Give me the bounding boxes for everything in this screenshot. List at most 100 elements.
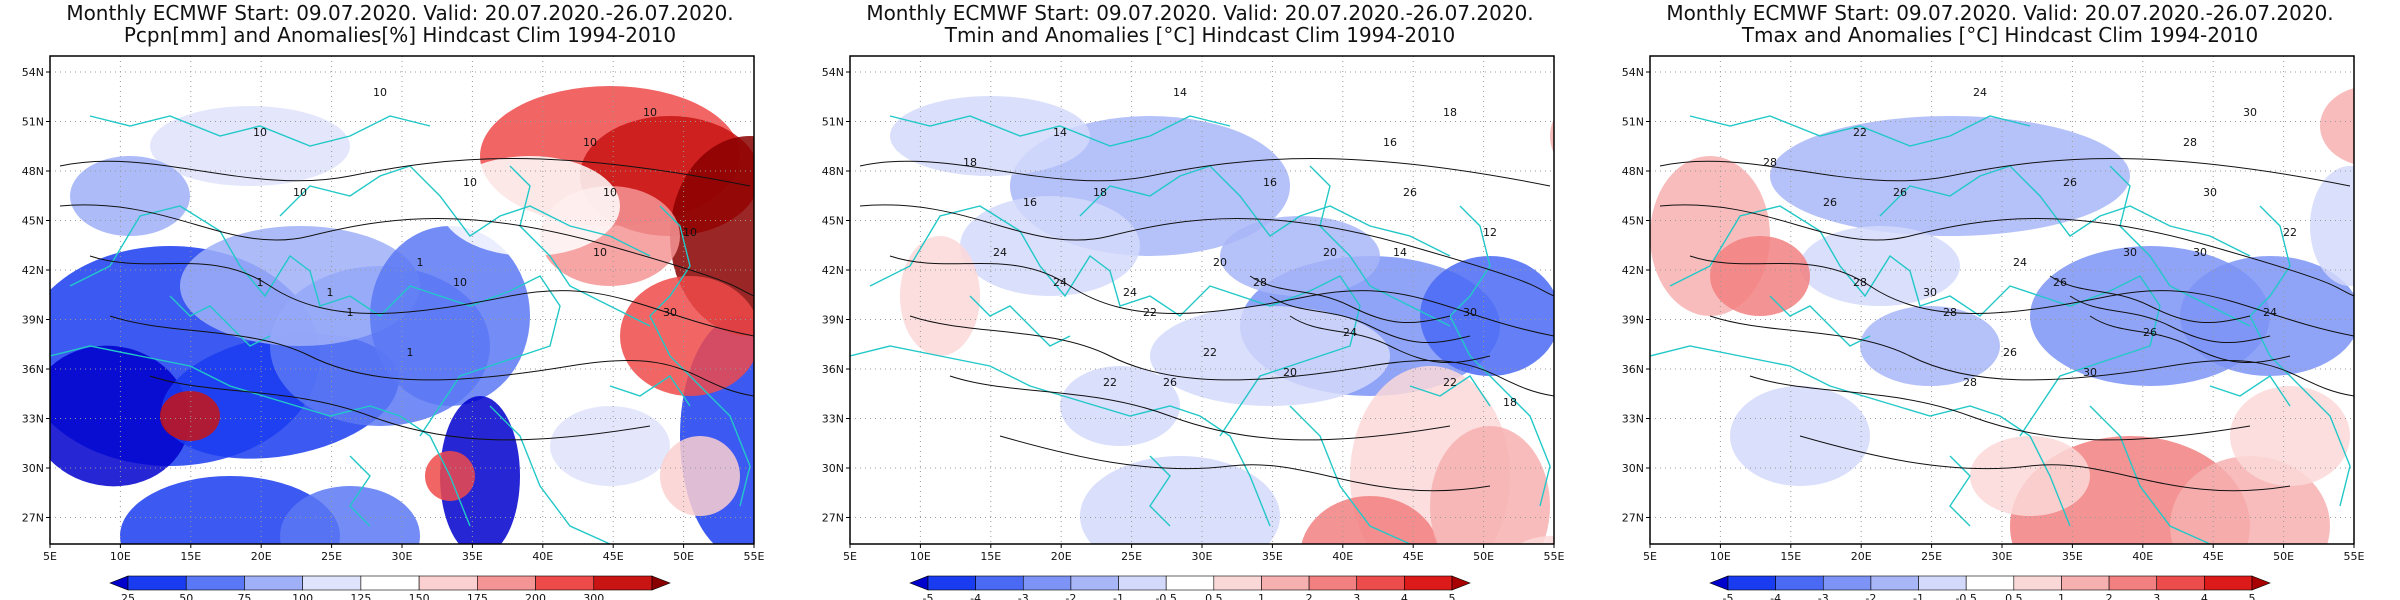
- contour-label: 18: [963, 156, 977, 169]
- contour-line: [59, 158, 751, 187]
- contour-label: 30: [2203, 186, 2217, 199]
- contour-label: 26: [2003, 346, 2017, 359]
- coastline: [869, 205, 1361, 437]
- colorbar-label: 5: [1449, 592, 1456, 600]
- lat-label: 42N: [822, 264, 844, 277]
- colorbar-segment: [2156, 575, 2205, 591]
- contour-label: 10: [253, 126, 267, 139]
- colorbar-label: 3: [1353, 592, 1360, 600]
- anomaly-patch: [2230, 386, 2350, 486]
- lat-label: 36N: [22, 363, 44, 376]
- contour-label: 10: [463, 176, 477, 189]
- lon-label: 45E: [2203, 550, 2224, 563]
- contour-line: [1709, 315, 2354, 397]
- colorbar-label: -1: [1913, 592, 1924, 600]
- contour-label: 30: [2123, 246, 2137, 259]
- map-field: 14 14 16 16 18 18 20 22 24 22 24 26 28 30 12 14 16 18 20 24…: [850, 56, 1554, 544]
- anomaly-patch: [1490, 96, 1554, 216]
- coastline: [1689, 115, 2031, 147]
- contour-label: 20: [1283, 366, 1297, 379]
- lon-label: 5E: [843, 550, 857, 563]
- contour-label: 10: [603, 186, 617, 199]
- lon-label: 40E: [2132, 550, 2153, 563]
- lat-label: 30N: [1622, 462, 1644, 475]
- colorbar-label: 4: [1401, 592, 1408, 600]
- lat-label: 54N: [1622, 66, 1644, 79]
- contour-label: 28: [1943, 306, 1957, 319]
- colorbar-label: 3: [2153, 592, 2160, 600]
- lon-label: 25E: [1921, 550, 1942, 563]
- contour-line: [109, 315, 754, 397]
- coastline: [169, 295, 271, 347]
- contour-label: 22: [1203, 346, 1217, 359]
- contour-line: [1289, 315, 1491, 363]
- contour-label: 28: [2183, 136, 2197, 149]
- lon-label: 15E: [1780, 550, 1801, 563]
- anomaly-patch: [50, 345, 190, 487]
- coastline: [89, 115, 431, 147]
- contours: 14 14 16 16 18 18 20 22 24 22 24 26 28 30 12 14 16 18 20 24…: [859, 86, 1554, 492]
- panel-title-line1: Monthly ECMWF Start: 09.07.2020. Valid: …: [866, 1, 1534, 25]
- coastline: [279, 165, 651, 257]
- anomaly-patch: [180, 226, 420, 346]
- panel-tmin: Monthly ECMWF Start: 09.07.2020. Valid: …: [800, 0, 1600, 600]
- contour-label: 26: [2063, 176, 2077, 189]
- contour-label: 30: [1463, 306, 1477, 319]
- lon-label: 35E: [462, 550, 483, 563]
- colorbar-label: -3: [1818, 592, 1829, 600]
- anomaly-patch: [160, 391, 220, 441]
- lat-label: 39N: [822, 314, 844, 327]
- anomaly-patch: [1520, 536, 1554, 544]
- colorbar-segment: [1918, 575, 1967, 591]
- contour-line: [2049, 275, 2251, 323]
- colorbar-label: 75: [237, 592, 251, 600]
- anomaly-patch: [1420, 256, 1554, 376]
- lon-label: 45E: [1403, 550, 1424, 563]
- coastline: [2249, 205, 2351, 507]
- lon-label: 10E: [1710, 550, 1731, 563]
- colorbar: -5 -4 -3 -2 -1 -0.5 0.5 1 2 3 4 5: [909, 575, 1471, 600]
- coastline: [1289, 405, 1411, 544]
- colorbar-label: 25: [121, 592, 135, 600]
- precipitation-anomaly-map: 10101010101011111101030101054N51N48N45N4…: [22, 55, 765, 600]
- colorbar-label: 300: [583, 592, 604, 600]
- lon-label: 55E: [1544, 550, 1565, 563]
- lon-label: 40E: [532, 550, 553, 563]
- coastline: [1449, 205, 1551, 507]
- lon-label: 50E: [1473, 550, 1494, 563]
- colorbar-label: -3: [1018, 592, 1029, 600]
- tmin-anomaly-map: 1414161618182022242224262830121416182024…: [822, 55, 1565, 600]
- colorbar-label: 4: [2201, 592, 2208, 600]
- lon-label: 30E: [392, 550, 413, 563]
- colorbar-label: 200: [525, 592, 546, 600]
- contour-label: 22: [1143, 306, 1157, 319]
- contour-label: 30: [2193, 246, 2207, 259]
- colorbar-segment: [127, 575, 187, 591]
- contour-label: 1: [347, 306, 354, 319]
- anomaly-patch: [1301, 496, 1439, 544]
- colorbar-segment: [185, 575, 245, 591]
- contour-label: 10: [643, 106, 657, 119]
- colorbar-label: 2: [1306, 592, 1313, 600]
- colorbar-segment: [1213, 575, 1262, 591]
- anomaly-patch: [1060, 366, 1180, 446]
- contour-line: [2089, 315, 2291, 363]
- colorbar-label: -4: [1770, 592, 1781, 600]
- contour-label: 24: [1973, 86, 1987, 99]
- lat-label: 51N: [1622, 116, 1644, 129]
- map-field: 22 24 26 28 30 26 24 28 30 26 28 30 26 24 22 30 26 28 30 26…: [1650, 56, 2354, 544]
- lat-label: 45N: [1622, 215, 1644, 228]
- contour-label: 14: [1393, 246, 1407, 259]
- contour-label: 26: [1403, 186, 1417, 199]
- lat-label: 54N: [22, 66, 44, 79]
- colorbar-label: -5: [923, 592, 934, 600]
- lon-label: 30E: [1192, 550, 1213, 563]
- panel-title-line2: Pcpn[mm] and Anomalies[%] Hindcast Clim …: [123, 23, 677, 47]
- colorbar-label: 1: [1258, 592, 1265, 600]
- contour-line: [889, 255, 1554, 337]
- contour-label: 24: [2263, 306, 2277, 319]
- anomaly-patch: [440, 396, 520, 544]
- coastline: [2109, 165, 2251, 327]
- lon-label: 10E: [910, 550, 931, 563]
